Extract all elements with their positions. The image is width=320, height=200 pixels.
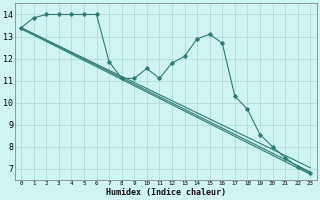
X-axis label: Humidex (Indice chaleur): Humidex (Indice chaleur) (106, 188, 226, 197)
